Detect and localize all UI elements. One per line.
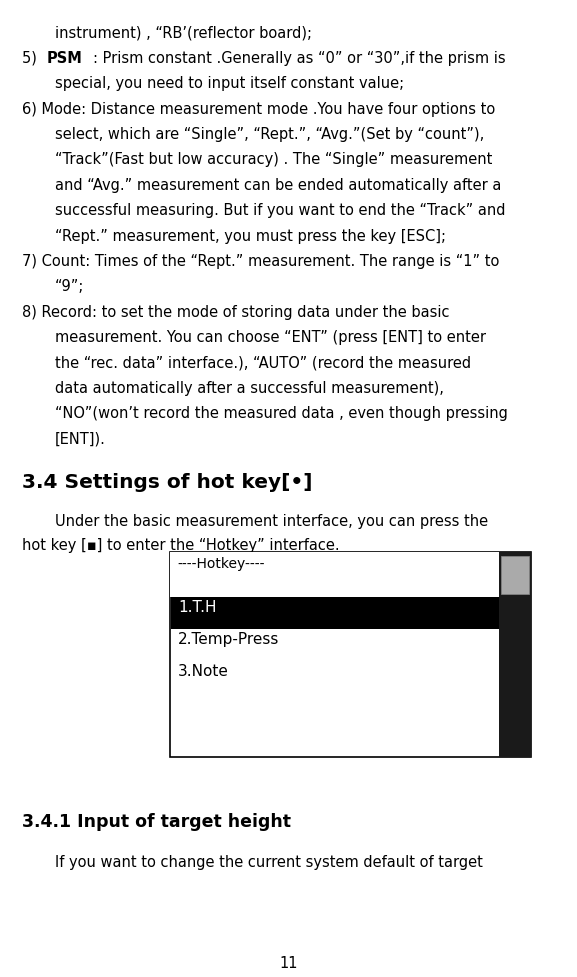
Text: data automatically after a successful measurement),: data automatically after a successful me… bbox=[55, 381, 444, 396]
Text: 1.T.H: 1.T.H bbox=[178, 600, 217, 616]
Bar bbox=[170, 552, 531, 757]
Bar bbox=[501, 556, 529, 594]
Text: ----Hotkey----: ----Hotkey---- bbox=[177, 557, 265, 571]
Text: 7) Count: Times of the “Rept.” measurement. The range is “1” to: 7) Count: Times of the “Rept.” measureme… bbox=[22, 254, 499, 269]
Text: 2.Temp-Press: 2.Temp-Press bbox=[178, 632, 280, 647]
Text: 5): 5) bbox=[22, 51, 42, 65]
Text: If you want to change the current system default of target: If you want to change the current system… bbox=[55, 855, 483, 870]
Text: 11: 11 bbox=[279, 956, 298, 970]
Text: “Track”(Fast but low accuracy) . The “Single” measurement: “Track”(Fast but low accuracy) . The “Si… bbox=[55, 152, 492, 167]
Text: measurement. You can choose “ENT” (press [ENT] to enter: measurement. You can choose “ENT” (press… bbox=[55, 330, 486, 345]
Text: and “Avg.” measurement can be ended automatically after a: and “Avg.” measurement can be ended auto… bbox=[55, 178, 501, 192]
Text: “9”;: “9”; bbox=[55, 279, 84, 294]
Text: the “rec. data” interface.), “AUTO” (record the measured: the “rec. data” interface.), “AUTO” (rec… bbox=[55, 356, 471, 370]
Text: “Rept.” measurement, you must press the key [ESC];: “Rept.” measurement, you must press the … bbox=[55, 229, 446, 243]
Bar bbox=[170, 552, 499, 597]
Text: : Prism constant .Generally as “0” or “30”,if the prism is: : Prism constant .Generally as “0” or “3… bbox=[93, 51, 506, 65]
Text: [ENT]).: [ENT]). bbox=[55, 432, 106, 446]
Text: successful measuring. But if you want to end the “Track” and: successful measuring. But if you want to… bbox=[55, 203, 505, 218]
Text: select, which are “Single”, “Rept.”, “Avg.”(Set by “count”),: select, which are “Single”, “Rept.”, “Av… bbox=[55, 127, 484, 142]
Text: 8) Record: to set the mode of storing data under the basic: 8) Record: to set the mode of storing da… bbox=[22, 305, 449, 319]
Text: hot key [▪] to enter the “Hotkey” interface.: hot key [▪] to enter the “Hotkey” interf… bbox=[22, 538, 339, 553]
Text: instrument) , “RB’(reflector board);: instrument) , “RB’(reflector board); bbox=[55, 25, 312, 40]
Text: Under the basic measurement interface, you can press the: Under the basic measurement interface, y… bbox=[55, 514, 488, 529]
Bar bbox=[499, 552, 531, 757]
Text: 3.Note: 3.Note bbox=[178, 664, 229, 679]
Text: PSM: PSM bbox=[47, 51, 83, 65]
Text: 3.4 Settings of hot key[•]: 3.4 Settings of hot key[•] bbox=[22, 473, 312, 491]
Text: special, you need to input itself constant value;: special, you need to input itself consta… bbox=[55, 76, 404, 91]
Text: 3.4.1 Input of target height: 3.4.1 Input of target height bbox=[22, 813, 291, 830]
Text: “NO”(won’t record the measured data , even though pressing: “NO”(won’t record the measured data , ev… bbox=[55, 406, 508, 421]
Text: 6) Mode: Distance measurement mode .You have four options to: 6) Mode: Distance measurement mode .You … bbox=[22, 102, 495, 116]
Bar bbox=[171, 597, 499, 629]
